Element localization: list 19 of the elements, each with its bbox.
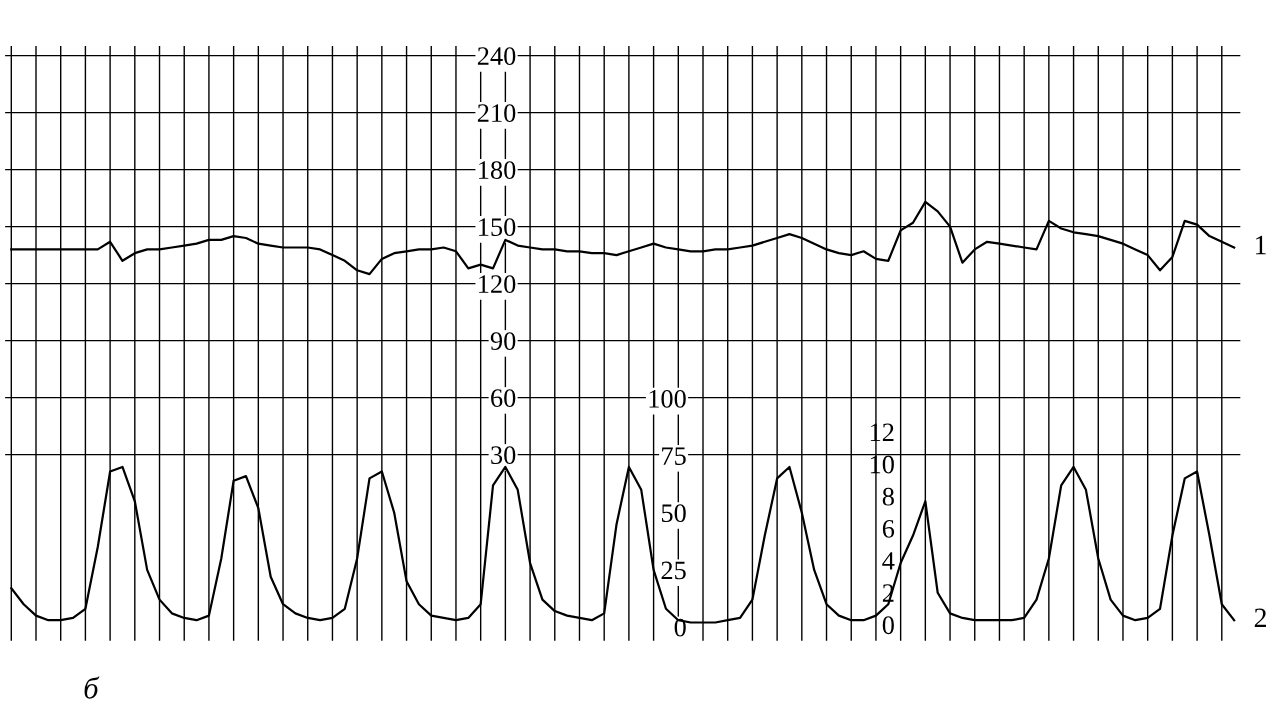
- y-tick-label: 120: [479, 275, 516, 293]
- y2-tick-label: 100: [649, 389, 686, 408]
- y2-tick-label: 75: [662, 447, 686, 465]
- y-tick-label: 150: [479, 218, 516, 236]
- y-tick-label: 180: [479, 161, 516, 179]
- y3-tick-label: 8: [882, 487, 894, 506]
- y-tick-label: 240: [477, 47, 516, 65]
- series-label: 2: [1254, 608, 1266, 627]
- y-tick-label: 90: [490, 332, 516, 351]
- y3-tick-label: 4: [882, 552, 895, 570]
- y-tick-label: 60: [491, 389, 516, 408]
- series-label: 1: [1256, 235, 1266, 255]
- text: б: [84, 676, 100, 699]
- y-tick-label: 210: [477, 104, 516, 122]
- y3-tick-label: 0: [882, 616, 894, 635]
- y-tick-label: 30: [491, 446, 516, 465]
- y2-tick-label: 25: [661, 561, 686, 580]
- y3-tick-label: 6: [882, 519, 895, 538]
- y2-tick-label: 50: [661, 504, 686, 523]
